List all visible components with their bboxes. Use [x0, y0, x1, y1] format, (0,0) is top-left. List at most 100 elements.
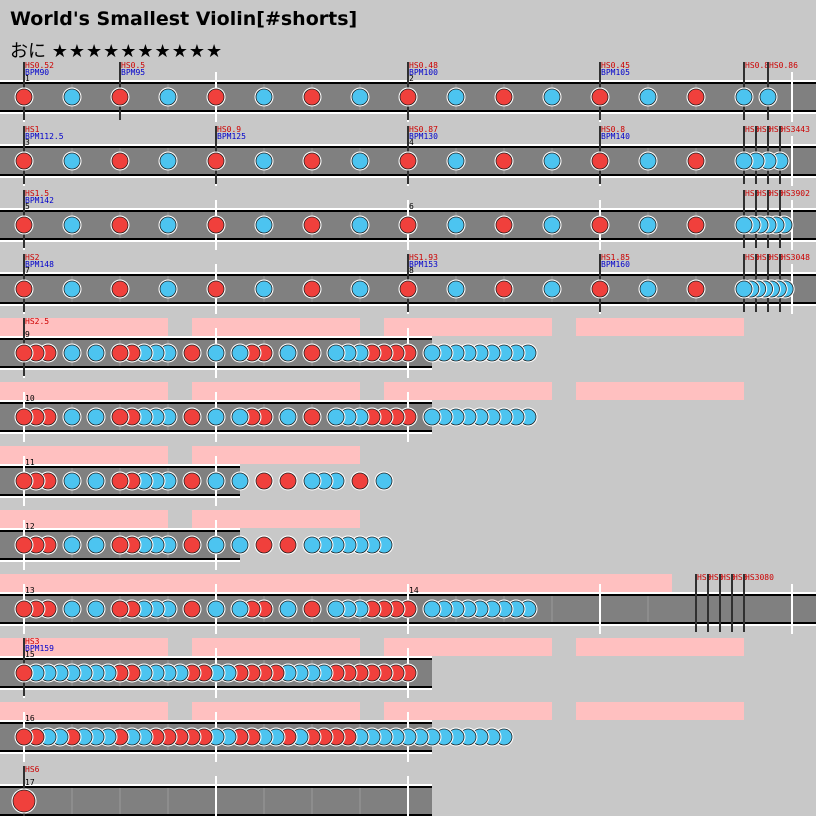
don-note	[207, 88, 225, 106]
don-note	[15, 152, 33, 170]
hs-label: HS0.9	[217, 125, 241, 134]
don-note	[111, 408, 129, 426]
don-note	[399, 280, 417, 298]
don-note	[687, 152, 705, 170]
ka-note	[639, 88, 657, 106]
ka-note	[159, 152, 177, 170]
don-note	[303, 152, 321, 170]
ka-note	[87, 536, 105, 554]
measure-number: 15	[25, 650, 35, 659]
hs-label: HS3443	[781, 125, 810, 134]
hs-label: HS3080	[745, 573, 774, 582]
ka-note	[327, 408, 345, 426]
gogo-section	[384, 702, 552, 720]
ka-note	[87, 600, 105, 618]
gogo-section	[0, 638, 168, 656]
ka-note	[159, 216, 177, 234]
hs-label: HS0.8	[745, 61, 769, 70]
ka-note	[735, 216, 753, 234]
measure-number: 16	[25, 714, 35, 723]
don-note	[111, 600, 129, 618]
gogo-section	[192, 510, 360, 528]
don-note	[12, 789, 36, 813]
don-note	[591, 88, 609, 106]
gogo-section	[192, 702, 360, 720]
ka-note	[87, 408, 105, 426]
don-note	[495, 216, 513, 234]
don-note	[279, 472, 297, 490]
ka-note	[351, 216, 369, 234]
gogo-section	[0, 574, 672, 592]
difficulty-stars: ★★★★★★★★★★	[51, 41, 224, 62]
difficulty-label: おに	[10, 41, 46, 62]
don-note	[111, 280, 129, 298]
ka-note	[207, 600, 225, 618]
bpm-label: BPM112.5	[25, 132, 64, 141]
hs-label: HS0.87	[409, 125, 438, 134]
ka-note	[279, 408, 297, 426]
don-note	[591, 216, 609, 234]
hs-label: HS1	[25, 125, 40, 134]
measure-number: 14	[409, 586, 419, 595]
don-note	[111, 472, 129, 490]
don-note	[207, 280, 225, 298]
don-note	[591, 152, 609, 170]
measure-number: 2	[409, 74, 414, 83]
hs-label: HS0.8	[601, 125, 625, 134]
ka-note	[327, 600, 345, 618]
hs-label: HS3	[769, 189, 784, 198]
ka-note	[735, 280, 753, 298]
ka-note	[63, 344, 81, 362]
ka-note	[639, 280, 657, 298]
ka-note	[447, 280, 465, 298]
ka-note	[159, 280, 177, 298]
ka-note	[255, 88, 273, 106]
bpm-label: BPM105	[601, 68, 630, 77]
bpm-label: BPM153	[409, 260, 438, 269]
hs-label: HS0.45	[601, 61, 630, 70]
measure-number: 8	[409, 266, 414, 275]
ka-note	[303, 536, 321, 554]
ka-note	[423, 600, 441, 618]
hs-label: HS3	[745, 253, 760, 262]
hs-label: HS0.5	[121, 61, 145, 70]
don-note	[687, 88, 705, 106]
don-note	[15, 280, 33, 298]
gogo-section	[0, 510, 168, 528]
don-note	[303, 408, 321, 426]
don-note	[15, 88, 33, 106]
ka-note	[735, 88, 753, 106]
hs-label: HS3	[745, 125, 760, 134]
ka-note	[207, 536, 225, 554]
don-note	[495, 280, 513, 298]
hs-label: HS6	[25, 765, 40, 774]
hs-label: HS1.93	[409, 253, 438, 262]
hs-label: HS3	[769, 253, 784, 262]
ka-note	[351, 280, 369, 298]
don-note	[15, 536, 33, 554]
don-note	[183, 472, 201, 490]
bpm-label: BPM95	[121, 68, 145, 77]
ka-note	[543, 280, 561, 298]
don-note	[111, 88, 129, 106]
hs-label: HS2	[25, 253, 40, 262]
ka-note	[63, 152, 81, 170]
ka-note	[351, 88, 369, 106]
ka-note	[231, 344, 249, 362]
hs-label: HS2.5	[25, 317, 49, 326]
measure-number: 17	[25, 778, 35, 787]
ka-note	[351, 152, 369, 170]
measure-number: 12	[25, 522, 35, 531]
bpm-label: BPM90	[25, 68, 49, 77]
bpm-label: BPM159	[25, 644, 54, 653]
gogo-section	[384, 382, 552, 400]
hs-label: HS3902	[781, 189, 810, 198]
don-note	[495, 88, 513, 106]
ka-note	[255, 216, 273, 234]
hs-label: HS3	[709, 573, 724, 582]
don-note	[351, 472, 369, 490]
ka-note	[303, 472, 321, 490]
hs-label: HS0.86	[769, 61, 798, 70]
ka-note	[207, 408, 225, 426]
ka-note	[159, 88, 177, 106]
